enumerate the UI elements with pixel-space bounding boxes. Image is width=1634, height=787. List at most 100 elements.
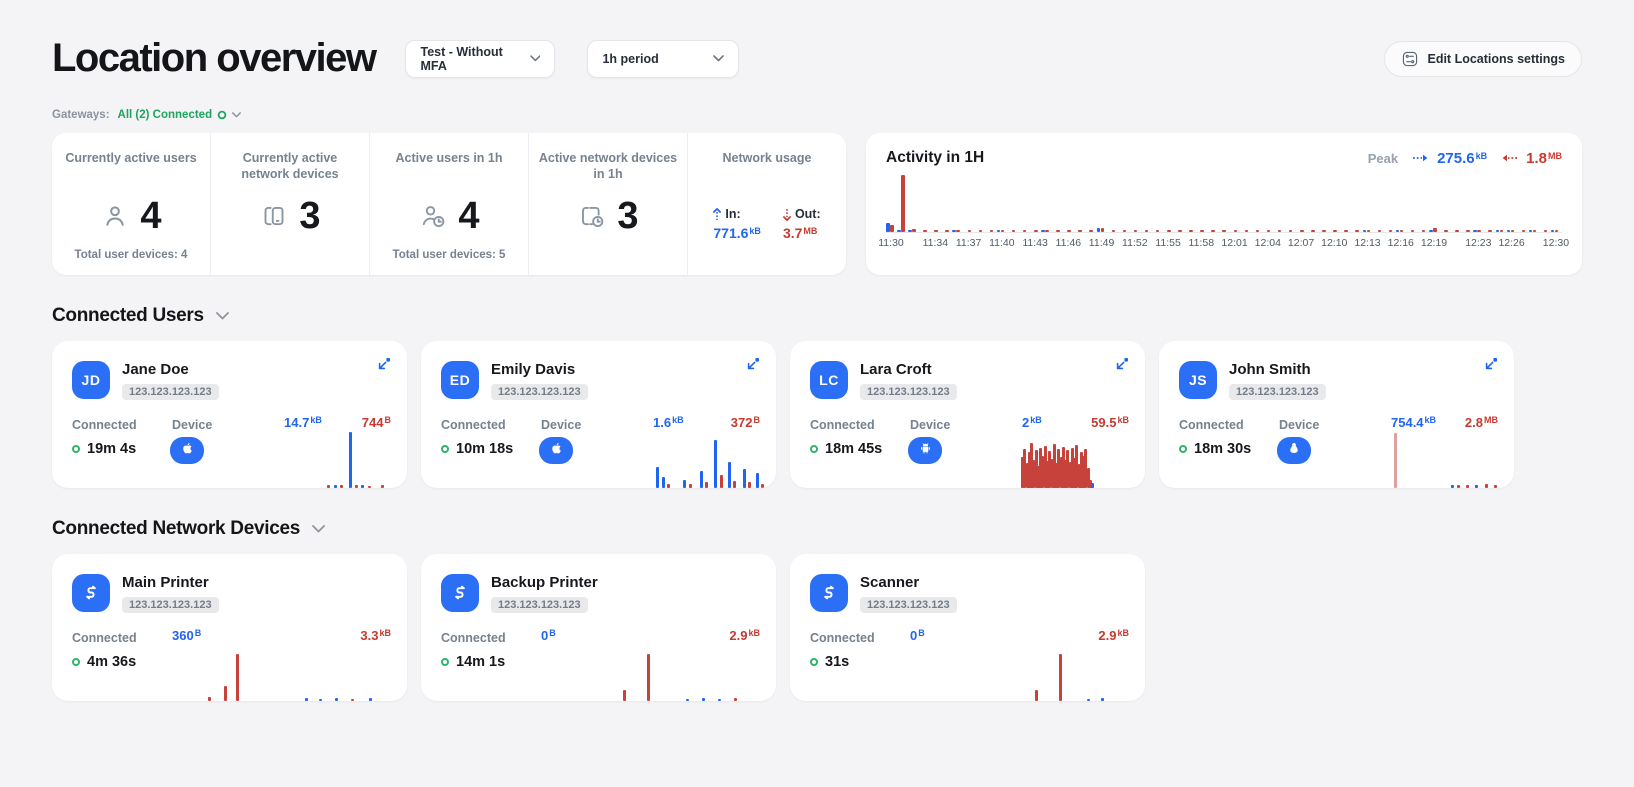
devices-icon (264, 206, 284, 226)
user-name: John Smith (1229, 361, 1311, 378)
connected-label: Connected (441, 418, 506, 432)
network-device-icon (824, 585, 834, 600)
stat-label: Active network devices in 1h (538, 151, 678, 181)
in-value: 360 (172, 628, 194, 643)
in-value: 771.6 (713, 225, 749, 241)
online-dot (1179, 445, 1187, 453)
online-dot (72, 658, 80, 666)
stats-card: Currently active users 4 Total user devi… (52, 133, 846, 275)
user-name: Emily Davis (491, 361, 576, 378)
stat-label: Currently active users (65, 151, 197, 165)
macos-icon (550, 441, 563, 460)
stat-label: Currently active network devices (241, 151, 339, 181)
peak-in-unit: kB (1475, 150, 1488, 161)
chevron-down-icon (232, 112, 242, 118)
network-usage-out: Out: 3.7MB (783, 207, 821, 241)
out-label: Out: (794, 207, 821, 221)
stat-footnote: Total user devices: 4 (74, 249, 188, 261)
in-value: 0 (541, 628, 549, 643)
network-device-avatar (810, 574, 848, 612)
gateways-label: Gateways: (52, 109, 110, 121)
network-usage-in: In: 771.6kB (713, 207, 761, 241)
ip-badge: 123.123.123.123 (491, 384, 588, 400)
chevron-down-icon (713, 55, 725, 62)
user-card-jane-doe: JD Jane Doe 123.123.123.123 Connected De… (52, 341, 407, 488)
ip-badge: 123.123.123.123 (491, 597, 588, 613)
user-traffic-chart (651, 432, 764, 488)
online-dot (441, 658, 449, 666)
device-os-pill (1277, 437, 1311, 464)
devices-clock-icon (582, 206, 604, 228)
network-device-card-main-printer: Main Printer 123.123.123.123 Connected 3… (52, 554, 407, 701)
connected-duration: 18m 30s (1179, 441, 1251, 457)
linux-icon (1288, 441, 1300, 460)
connected-duration: 10m 18s (441, 441, 513, 457)
network-devices-row: Main Printer 123.123.123.123 Connected 3… (52, 554, 1582, 701)
status-ring-icon (217, 110, 227, 120)
stat-label: Network usage (722, 151, 812, 165)
peak-out-unit: MB (1548, 150, 1562, 161)
online-dot (441, 445, 449, 453)
connected-label: Connected (441, 631, 506, 645)
peak-out-value: 1.8 (1526, 149, 1547, 167)
settings-icon (1403, 51, 1418, 66)
connected-label: Connected (810, 418, 875, 432)
device-label: Device (910, 418, 951, 432)
in-value: 2 (1022, 415, 1030, 430)
stat-value: 3 (299, 194, 321, 237)
activity-chart-axis: 11:30 11:34 11:37 11:40 11:43 11:46 11:49 11:52… (878, 237, 1570, 249)
stat-currently-active-network-devices: Currently active network devices 3 (211, 133, 370, 275)
gateways-row: Gateways: All (2) Connected (52, 109, 1582, 121)
edit-locations-settings-button[interactable]: Edit Locations settings (1384, 40, 1582, 77)
out-value: 3.7 (782, 225, 803, 241)
stat-value: 4 (140, 194, 162, 237)
activity-title: Activity in 1H (886, 149, 985, 166)
connected-network-devices-header[interactable]: Connected Network Devices (52, 518, 1582, 540)
connected-network-devices-title: Connected Network Devices (52, 518, 301, 539)
expand-icon[interactable] (1484, 357, 1498, 376)
peak-in-value: 275.6 (1437, 149, 1475, 167)
stat-footnote: Total user devices: 5 (392, 249, 506, 261)
user-traffic-chart (1020, 432, 1133, 488)
device-os-pill (539, 437, 573, 464)
ip-badge: 123.123.123.123 (860, 597, 957, 613)
user-clock-icon (423, 206, 445, 228)
gateways-status-text: All (2) Connected (117, 109, 213, 121)
arrow-down-icon (782, 208, 791, 221)
in-value: 14.7 (284, 415, 310, 430)
user-icon (106, 206, 125, 226)
user-name: Jane Doe (122, 361, 189, 378)
stat-value: 4 (458, 194, 480, 237)
expand-icon[interactable] (377, 357, 391, 376)
arrow-right-icon (1413, 154, 1428, 162)
topbar: Location overview Test - Without MFA 1h … (52, 0, 1582, 81)
edit-locations-settings-label: Edit Locations settings (1427, 51, 1565, 66)
gateways-status[interactable]: All (2) Connected (118, 109, 242, 121)
location-select-value: Test - Without MFA (420, 44, 503, 73)
connected-users-row: JD Jane Doe 123.123.123.123 Connected De… (52, 341, 1582, 488)
chevron-down-icon (312, 525, 325, 533)
network-device-avatar (441, 574, 479, 612)
connected-users-header[interactable]: Connected Users (52, 305, 1582, 327)
ip-badge: 123.123.123.123 (122, 597, 219, 613)
network-device-icon (455, 585, 465, 600)
device-traffic-chart (192, 651, 393, 701)
device-label: Device (541, 418, 582, 432)
arrow-up-icon (713, 207, 722, 220)
expand-icon[interactable] (1115, 357, 1129, 376)
in-value: 754.4 (1391, 415, 1424, 430)
in-label: In: (725, 207, 741, 221)
macos-icon (181, 441, 194, 460)
connected-label: Connected (72, 418, 137, 432)
expand-icon[interactable] (746, 357, 760, 376)
connected-duration: 19m 4s (72, 441, 136, 457)
out-value: 372 (730, 415, 753, 430)
avatar: JD (72, 361, 110, 399)
location-select[interactable]: Test - Without MFA (405, 39, 556, 78)
period-select[interactable]: 1h period (587, 39, 740, 78)
ip-badge: 123.123.123.123 (1229, 384, 1326, 400)
activity-chart-bars (886, 175, 1562, 233)
device-label: Device (172, 418, 213, 432)
online-dot (810, 445, 818, 453)
page-title: Location overview (52, 36, 377, 80)
